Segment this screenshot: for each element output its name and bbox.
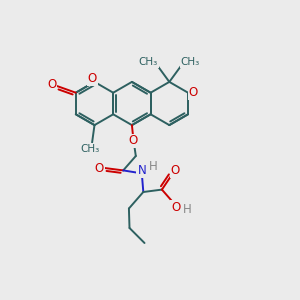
Text: H: H bbox=[183, 203, 191, 216]
Text: O: O bbox=[189, 86, 198, 99]
Text: O: O bbox=[47, 78, 56, 91]
Text: O: O bbox=[88, 72, 97, 85]
Text: H: H bbox=[149, 160, 158, 173]
Text: O: O bbox=[129, 134, 138, 148]
Text: N: N bbox=[137, 164, 146, 178]
Text: CH₃: CH₃ bbox=[139, 57, 158, 67]
Text: CH₃: CH₃ bbox=[181, 57, 200, 67]
Text: O: O bbox=[94, 161, 104, 175]
Text: O: O bbox=[171, 164, 180, 177]
Text: CH₃: CH₃ bbox=[81, 143, 100, 154]
Text: O: O bbox=[171, 201, 181, 214]
